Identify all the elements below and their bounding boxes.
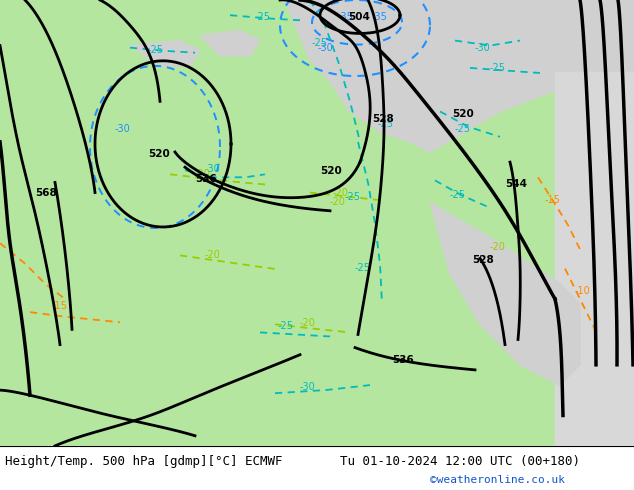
Text: -30: -30: [115, 124, 131, 134]
Text: -20: -20: [195, 170, 211, 179]
Text: -10: -10: [575, 286, 591, 296]
Text: -30: -30: [300, 382, 316, 392]
Text: -20: -20: [205, 250, 221, 260]
Text: 504: 504: [348, 12, 370, 22]
Text: 536: 536: [195, 174, 217, 184]
Text: 536: 536: [392, 355, 414, 365]
Text: -25: -25: [312, 38, 328, 48]
Text: 528: 528: [472, 255, 494, 266]
Text: -15: -15: [52, 301, 68, 311]
Text: -35: -35: [338, 12, 354, 22]
Polygon shape: [285, 0, 634, 152]
Polygon shape: [280, 0, 634, 71]
Text: Height/Temp. 500 hPa [gdmp][°C] ECMWF: Height/Temp. 500 hPa [gdmp][°C] ECMWF: [5, 455, 283, 468]
Text: -20: -20: [333, 188, 349, 197]
Text: -25: -25: [450, 190, 466, 199]
Text: 520: 520: [452, 109, 474, 119]
Text: -25: -25: [148, 45, 164, 55]
Text: -25: -25: [490, 63, 506, 73]
Text: -20: -20: [300, 318, 316, 328]
Text: -25: -25: [278, 321, 294, 331]
Text: -15: -15: [545, 195, 561, 205]
Text: -25: -25: [355, 263, 371, 272]
Polygon shape: [555, 0, 634, 446]
Text: -30: -30: [205, 164, 221, 174]
Text: -30: -30: [318, 43, 333, 52]
Polygon shape: [130, 41, 200, 66]
Text: -25: -25: [345, 192, 361, 202]
Polygon shape: [0, 0, 634, 446]
Polygon shape: [200, 30, 260, 56]
Text: 520: 520: [320, 166, 342, 176]
Polygon shape: [285, 0, 634, 112]
Text: -25: -25: [255, 12, 271, 22]
Text: -35: -35: [372, 12, 388, 22]
Text: 568: 568: [35, 188, 57, 197]
Text: -20: -20: [330, 196, 346, 207]
Text: -25: -25: [455, 124, 471, 134]
Text: 520: 520: [148, 149, 170, 159]
Text: 544: 544: [505, 179, 527, 190]
Text: Tu 01-10-2024 12:00 UTC (00+180): Tu 01-10-2024 12:00 UTC (00+180): [340, 455, 580, 468]
Text: -25: -25: [378, 119, 394, 129]
Polygon shape: [330, 50, 430, 142]
Text: ©weatheronline.co.uk: ©weatheronline.co.uk: [430, 475, 565, 485]
Text: 528: 528: [372, 114, 394, 123]
Text: -20: -20: [490, 243, 506, 252]
Text: -30: -30: [475, 43, 491, 52]
Polygon shape: [430, 203, 580, 385]
